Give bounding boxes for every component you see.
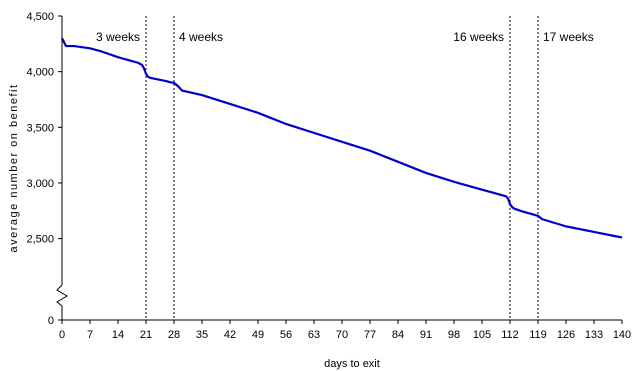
x-tick-label-14: 14 (112, 329, 124, 341)
x-tick-label-112: 112 (501, 329, 519, 341)
y-tick-label-3500: 3,500 (26, 122, 54, 134)
axes (56, 16, 622, 321)
y-axis-break (56, 284, 68, 307)
x-tick-label-133: 133 (585, 329, 603, 341)
series-layer (61, 37, 623, 239)
x-tick-label-140: 140 (613, 329, 631, 341)
series-line-0 (61, 37, 623, 239)
x-tick-label-98: 98 (448, 329, 460, 341)
reference-label-112: 16 weeks (453, 30, 504, 44)
ticks: 0 2,500 3,000 3,500 4,000 4,500 0 7 14 21 28 35 42 49… (26, 11, 631, 341)
x-tick-label-56: 56 (280, 329, 292, 341)
reference-lines (145, 16, 539, 320)
reference-label-119: 17 weeks (543, 30, 594, 44)
y-axis-title: average number on benefit (8, 84, 20, 253)
x-tick-label-21: 21 (140, 329, 152, 341)
x-tick-label-70: 70 (336, 329, 348, 341)
reference-label-21: 3 weeks (96, 30, 140, 44)
x-tick-label-7: 7 (87, 329, 93, 341)
y-tick-label-0: 0 (48, 315, 54, 327)
y-tick-label-4500: 4,500 (26, 11, 54, 23)
x-tick-label-49: 49 (252, 329, 264, 341)
x-tick-label-35: 35 (196, 329, 208, 341)
x-tick-label-0: 0 (59, 329, 65, 341)
reference-label-28: 4 weeks (179, 30, 223, 44)
y-tick-label-4000: 4,000 (26, 67, 54, 79)
x-tick-label-63: 63 (308, 329, 320, 341)
x-tick-label-28: 28 (168, 329, 180, 341)
x-tick-label-126: 126 (557, 329, 575, 341)
x-tick-label-77: 77 (364, 329, 376, 341)
labels: 3 weeks 4 weeks 16 weeks 17 weeks days to ex… (8, 30, 594, 370)
x-tick-label-42: 42 (224, 329, 236, 341)
x-axis-title: days to exit (324, 358, 380, 370)
x-tick-label-91: 91 (420, 329, 432, 341)
y-tick-label-2500: 2,500 (26, 234, 54, 246)
x-tick-label-119: 119 (529, 329, 547, 341)
y-tick-label-3000: 3,000 (26, 178, 54, 190)
x-tick-label-84: 84 (392, 329, 404, 341)
x-tick-label-105: 105 (473, 329, 491, 341)
